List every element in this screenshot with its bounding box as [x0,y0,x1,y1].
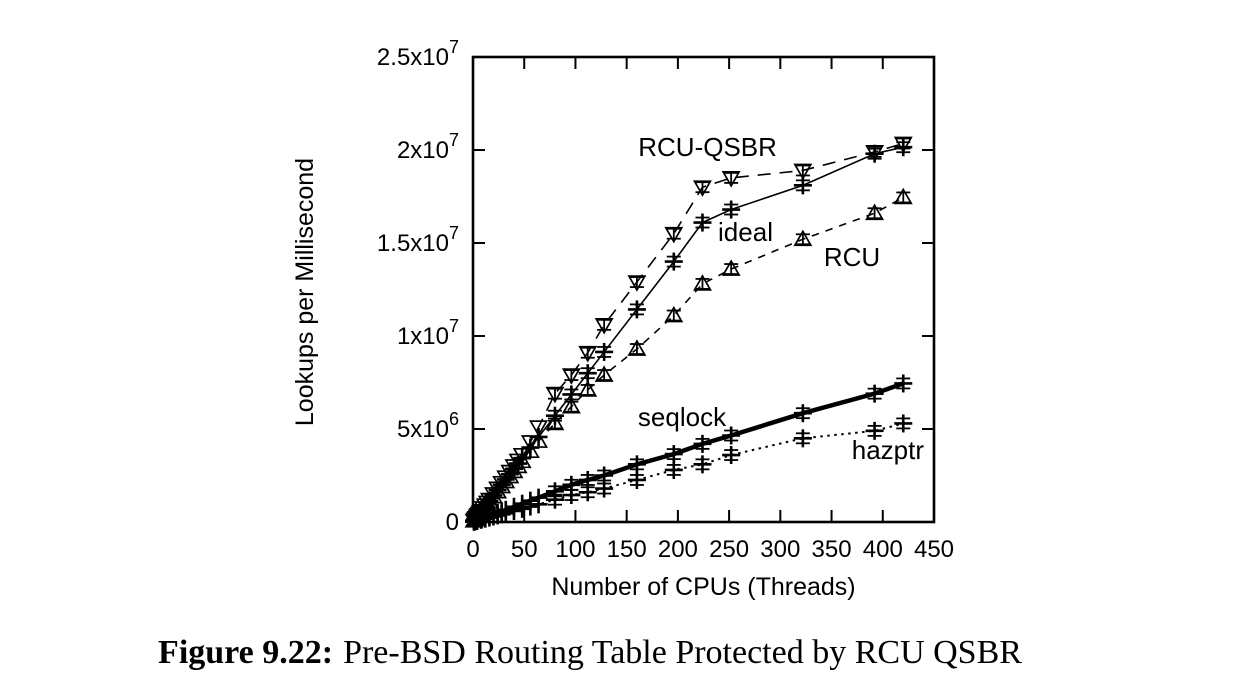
series-label-rcu-qsbr: RCU-QSBR [638,132,777,162]
x-tick-label: 100 [555,536,595,563]
x-axis: 0 50 100 150 200 250 300 350 400 450 [466,58,954,563]
series-line-rcu-qsbr [473,142,904,522]
x-axis-title: Number of CPUs (Threads) [551,573,855,601]
marker-triangle-up-icon [893,187,913,205]
marker-triangle-down-icon [578,345,598,363]
marker-triangle-down-icon [793,163,813,181]
x-tick-label: 0 [466,536,479,563]
x-tick-label: 250 [709,536,749,563]
y-tick-label: 1x107 [397,316,459,350]
caption-label: Figure 9.22: [158,634,334,671]
marker-triangle-up-icon [721,259,741,276]
series-hazptr [465,414,913,531]
series-ideal [465,138,913,530]
marker-triangle-up-icon [545,413,565,431]
marker-triangle-up-icon [627,339,647,356]
plot-frame [471,55,936,524]
series-line-ideal [473,146,904,522]
chart-svg: 0 50 100 150 200 250 300 350 400 450 0 5x106 1x107 1.… [291,37,954,601]
marker-triangle-up-icon [496,471,516,489]
series-label-hazptr: hazptr [852,435,925,465]
marker-triangle-up-icon [508,456,528,474]
x-tick-label: 300 [760,536,800,563]
marker-triangle-up-icon [520,441,540,459]
marker-triangle-down-icon [721,171,741,188]
marker-triangle-down-icon [664,226,684,244]
marker-triangle-up-icon [664,305,684,323]
series-label-seqlock: seqlock [638,402,727,432]
series-label-ideal: ideal [718,217,773,247]
x-tick-label: 200 [658,536,698,563]
caption-text: Pre-BSD Routing Table Protected by RCU Q… [343,634,1022,671]
y-tick-label: 0 [446,509,459,536]
marker-triangle-up-icon [561,396,581,414]
marker-triangle-down-icon [893,136,913,154]
marker-triangle-up-icon [488,481,508,499]
series-label-rcu: RCU [824,242,880,272]
marker-triangle-down-icon [529,420,549,437]
x-tick-label: 400 [863,536,903,563]
marker-triangle-up-icon [793,229,813,247]
marker-triangle-down-icon [594,317,614,335]
y-tick-label: 1.5x107 [377,223,459,257]
marker-triangle-up-icon [504,461,524,479]
marker-triangle-up-icon [512,451,532,469]
marker-triangle-up-icon [594,365,614,382]
x-tick-label: 50 [511,536,538,563]
marker-triangle-up-icon [492,476,512,494]
x-tick-label: 450 [914,536,954,563]
marker-triangle-up-icon [500,466,520,484]
marker-triangle-down-icon [545,386,565,404]
figure-caption: Figure 9.22: Pre-BSD Routing Table Protec… [0,634,1180,672]
marker-triangle-down-icon [561,368,581,385]
marker-triangle-down-icon [693,180,712,197]
y-tick-label: 5x106 [397,409,459,443]
marker-triangle-down-icon [627,275,647,292]
marker-triangle-up-icon [484,486,503,504]
y-tick-label: 2.5x107 [377,37,459,71]
y-tick-label: 2x107 [397,130,459,164]
marker-triangle-up-icon [578,380,598,397]
x-tick-label: 350 [812,536,852,563]
marker-triangle-up-icon [693,274,712,291]
x-tick-label: 150 [607,536,647,563]
series-rcu-qsbr [464,136,913,531]
marker-triangle-up-icon [865,203,885,221]
marker-triangle-up-icon [529,431,549,448]
y-axis-title: Lookups per Millisecond [291,158,319,426]
